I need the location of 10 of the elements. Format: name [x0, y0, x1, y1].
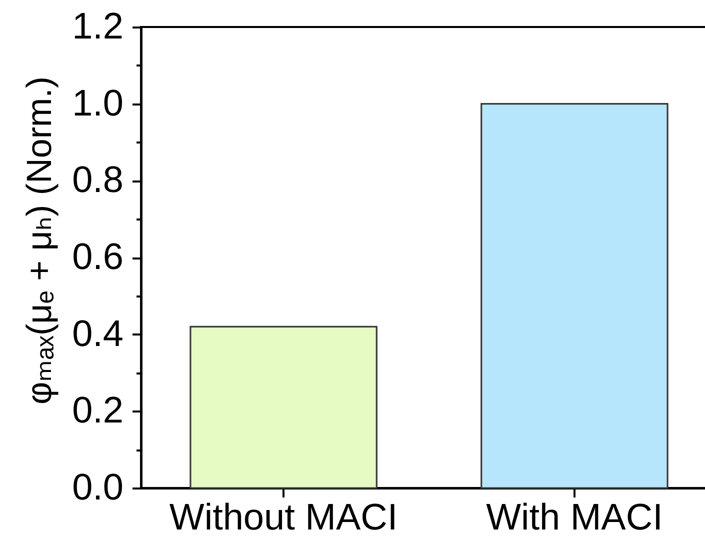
x-tick-label: Without MACI — [169, 496, 398, 538]
y-tick-label: 0.6 — [72, 236, 124, 277]
y-tick-label: 0.0 — [72, 466, 124, 508]
y-tick-label: 1.0 — [72, 82, 124, 124]
y-axis-title: φₘₐₓ(μₑ + μₕ) (Norm.) — [20, 76, 60, 405]
y-tick-label: 0.8 — [72, 159, 124, 200]
y-tick-label: 0.2 — [72, 390, 124, 431]
x-tick-label: With MACI — [486, 496, 663, 538]
y-tick-label: 1.2 — [72, 6, 124, 46]
y-tick-label: 0.4 — [72, 312, 124, 354]
